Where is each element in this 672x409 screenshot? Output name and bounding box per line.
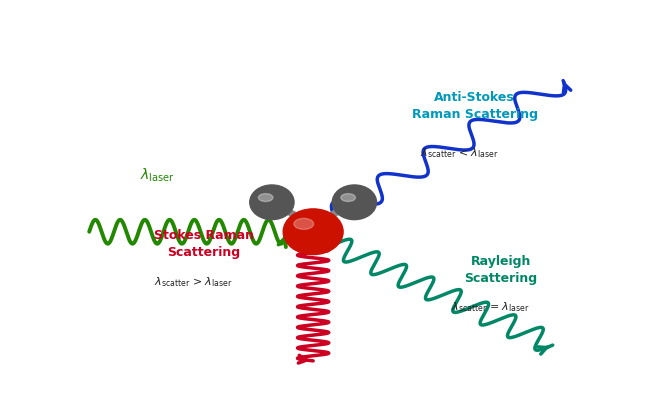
Text: $\lambda_{\mathsf{laser}}$: $\lambda_{\mathsf{laser}}$ xyxy=(140,166,174,184)
Ellipse shape xyxy=(294,218,314,229)
Ellipse shape xyxy=(283,209,343,254)
Text: $\lambda_{\mathsf{scatter}}$ > $\lambda_{\mathsf{laser}}$: $\lambda_{\mathsf{scatter}}$ > $\lambda_… xyxy=(154,275,233,289)
Text: $\lambda_{\mathsf{scatter}}$ = $\lambda_{\mathsf{laser}}$: $\lambda_{\mathsf{scatter}}$ = $\lambda_… xyxy=(451,301,530,314)
Text: Stokes Raman
Scattering: Stokes Raman Scattering xyxy=(154,229,254,259)
Text: $\lambda_{\mathsf{scatter}}$ < $\lambda_{\mathsf{laser}}$: $\lambda_{\mathsf{scatter}}$ < $\lambda_… xyxy=(420,146,498,160)
Ellipse shape xyxy=(341,193,355,202)
Ellipse shape xyxy=(250,185,294,220)
Ellipse shape xyxy=(332,185,376,220)
Text: Anti-Stokes
Raman Scattering: Anti-Stokes Raman Scattering xyxy=(411,91,538,121)
Text: Rayleigh
Scattering: Rayleigh Scattering xyxy=(464,254,537,285)
Ellipse shape xyxy=(258,193,273,202)
